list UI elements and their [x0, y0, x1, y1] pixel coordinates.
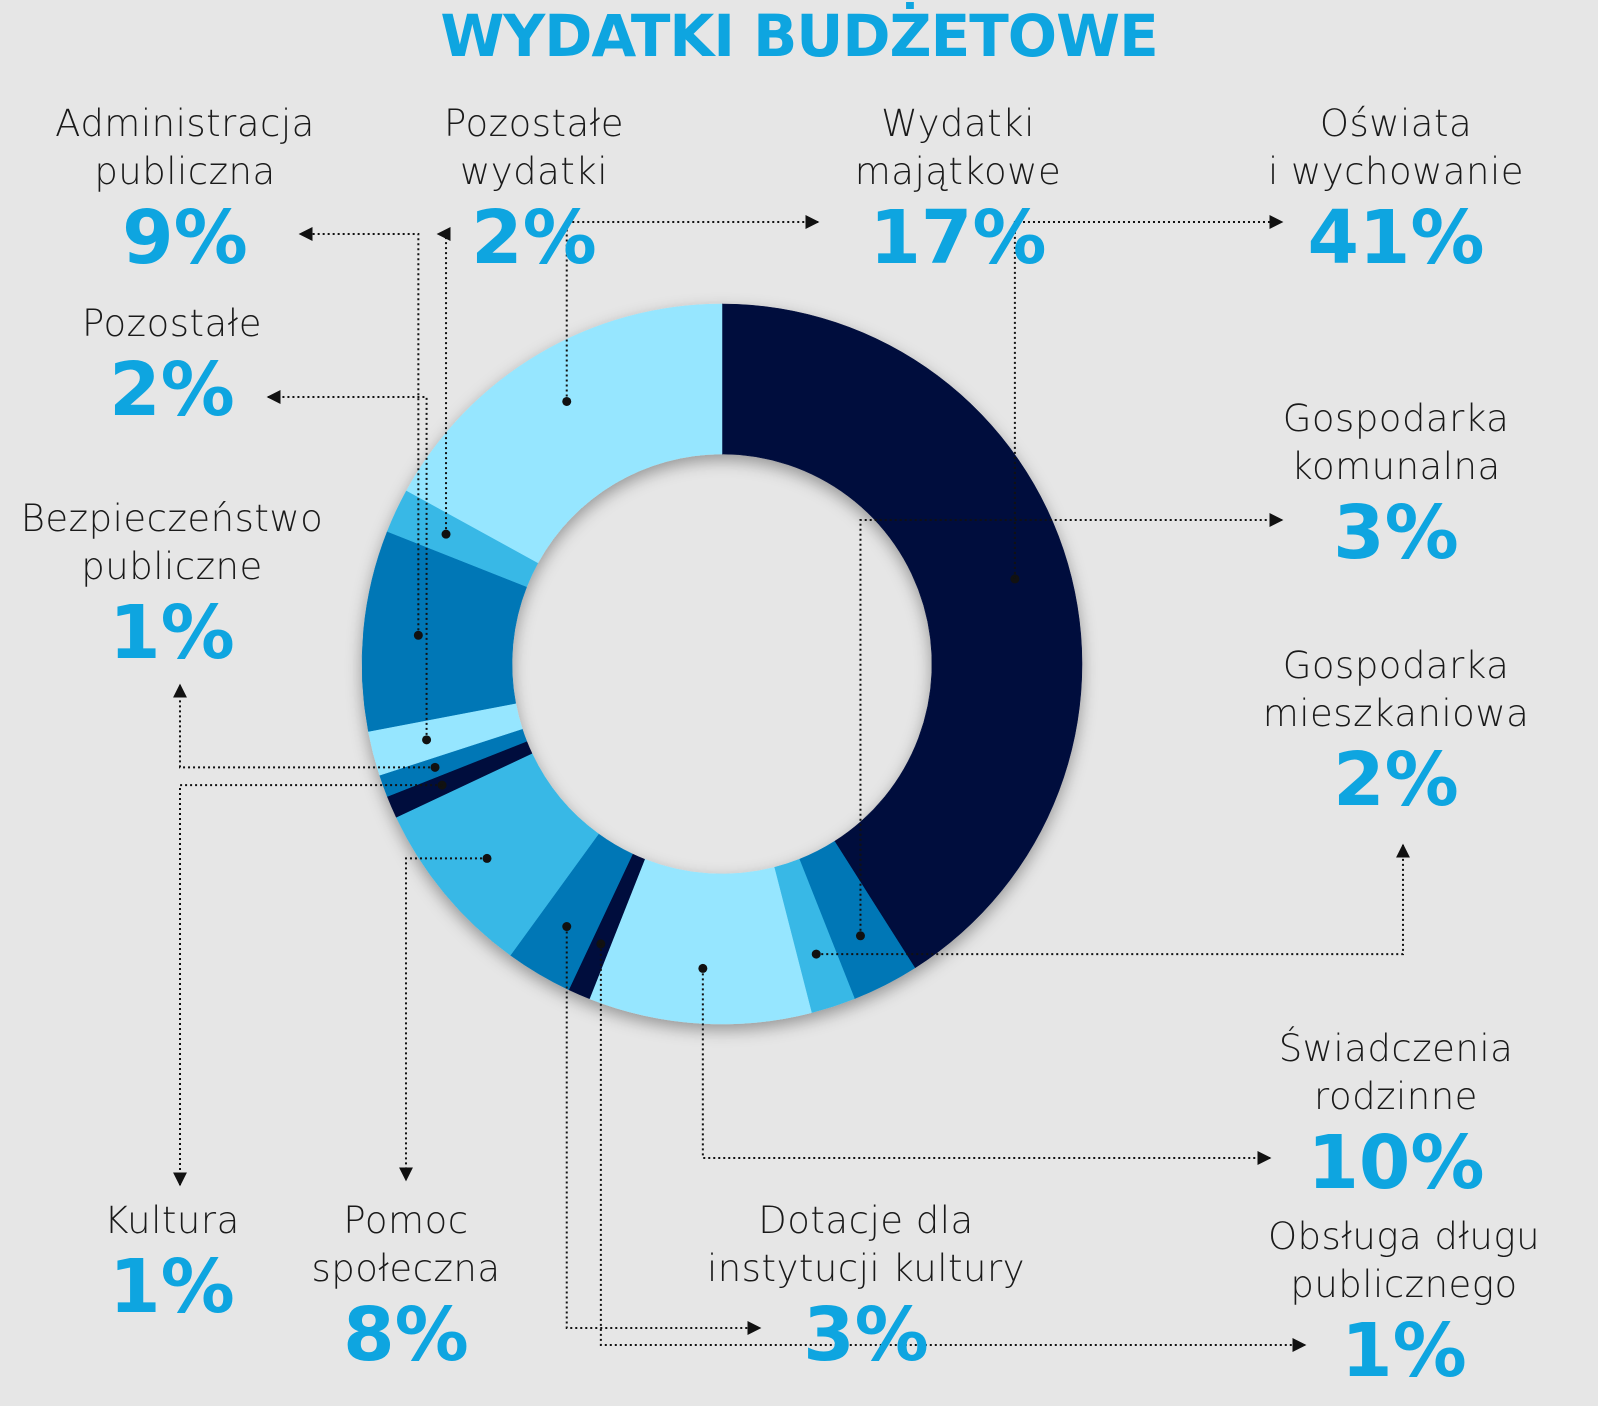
- leader-line: [1013, 215, 1284, 579]
- category-label: Pozostałe wydatki: [444, 102, 624, 193]
- segment-label: Pozostałe wydatki 2%: [324, 100, 744, 280]
- value-label: 2%: [109, 347, 235, 433]
- segment-label: Pozostałe 2%: [0, 300, 382, 432]
- leaders: [173, 215, 1410, 1352]
- segment-label: Gospodarka mieszkaniowa 2%: [1186, 642, 1598, 822]
- category-label: Pomoc społeczna: [311, 1199, 501, 1290]
- value-label: 2%: [1333, 737, 1459, 823]
- segment-label: Świadczenia rodzinne 10%: [1186, 1025, 1598, 1205]
- category-label: Pozostałe: [82, 302, 262, 345]
- leader-line: [399, 857, 487, 1182]
- donut-segment: [721, 303, 1083, 969]
- value-label: 3%: [1333, 490, 1459, 576]
- category-label: Oświata i wychowanie: [1267, 102, 1525, 193]
- segment-label: Gospodarka komunalna 3%: [1186, 395, 1598, 575]
- value-label: 9%: [122, 195, 248, 281]
- value-label: 1%: [109, 1244, 235, 1330]
- value-label: 41%: [1307, 195, 1485, 281]
- category-label: Gospodarka mieszkaniowa: [1262, 644, 1530, 735]
- category-label: Dotacje dla instytucji kultury: [706, 1199, 1026, 1290]
- value-label: 3%: [803, 1292, 929, 1378]
- segment-label: Kultura 1%: [0, 1197, 382, 1329]
- value-label: 17%: [869, 195, 1047, 281]
- segment-label: Dotacje dla instytucji kultury 3%: [656, 1197, 1076, 1377]
- category-label: Gospodarka komunalna: [1282, 397, 1510, 488]
- leader-line: [599, 943, 1307, 1352]
- segment-label: Pomoc społeczna 8%: [196, 1197, 616, 1377]
- category-label: Administracja publiczna: [55, 102, 315, 193]
- category-label: Bezpieczeństwo publiczne: [20, 497, 324, 588]
- category-label: Wydatki majątkowe: [854, 102, 1062, 193]
- segment-label: Wydatki majątkowe 17%: [748, 100, 1168, 280]
- donut-segment: [406, 303, 723, 564]
- category-label: Obsługa długu publicznego: [1267, 1215, 1541, 1306]
- chart-title: WYDATKI BUDŻETOWE: [440, 2, 1158, 70]
- leader-line: [298, 227, 420, 636]
- value-label: 8%: [343, 1292, 469, 1378]
- value-label: 1%: [109, 590, 235, 676]
- leader-line: [565, 926, 762, 1335]
- value-label: 1%: [1341, 1308, 1467, 1394]
- value-label: 2%: [471, 195, 597, 281]
- segment-label: Oświata i wychowanie 41%: [1186, 100, 1598, 280]
- category-label: Świadczenia rodzinne: [1278, 1027, 1514, 1118]
- segment-label: Bezpieczeństwo publiczne 1%: [0, 495, 382, 675]
- leader-line: [565, 215, 820, 402]
- leader-line: [859, 513, 1284, 936]
- leader-line: [436, 227, 451, 535]
- value-label: 10%: [1307, 1120, 1485, 1206]
- donut: [361, 303, 1083, 1025]
- segment-label: Administracja publiczna 9%: [0, 100, 395, 280]
- category-label: Kultura: [104, 1199, 240, 1242]
- leader-line: [816, 843, 1410, 956]
- leader-line: [173, 683, 436, 769]
- leader-line: [173, 784, 443, 1187]
- segment-label: Obsługa długu publicznego 1%: [1194, 1213, 1598, 1393]
